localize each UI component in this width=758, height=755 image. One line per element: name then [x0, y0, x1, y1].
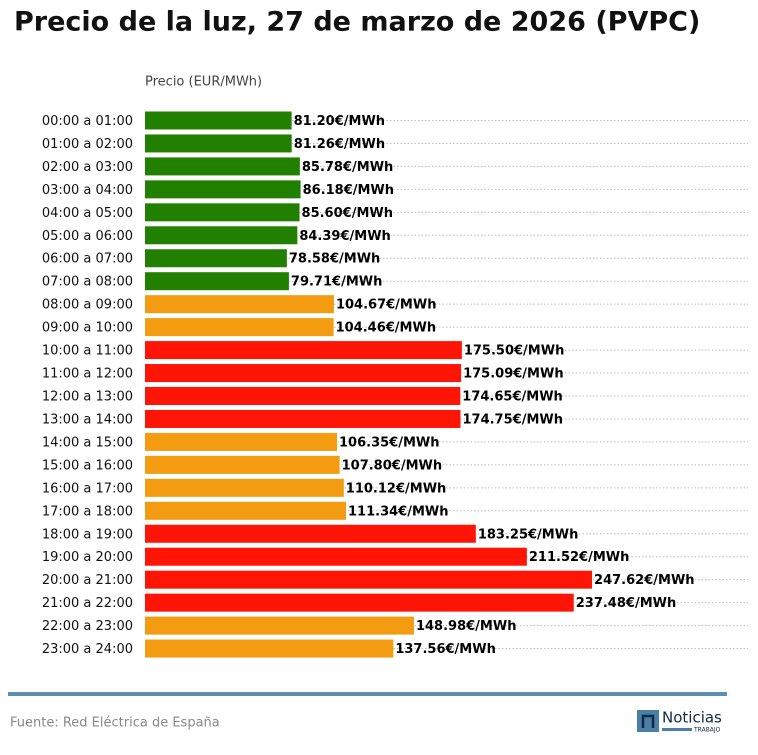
bar — [145, 226, 298, 245]
y-tick-label: 09:00 a 10:00 — [42, 321, 133, 336]
y-tick-label: 15:00 a 16:00 — [42, 458, 133, 473]
bar — [145, 249, 287, 268]
y-tick-label: 20:00 a 21:00 — [42, 573, 133, 588]
bar — [145, 387, 461, 405]
bar — [145, 180, 301, 199]
y-tick-label: 01:00 a 02:00 — [42, 137, 133, 152]
y-tick-label: 13:00 a 14:00 — [42, 412, 133, 427]
y-tick-label: 00:00 a 01:00 — [42, 114, 133, 129]
y-tick-label: 06:00 a 07:00 — [42, 252, 133, 267]
chart-title: Precio de la luz, 27 de marzo de 2026 (P… — [14, 7, 700, 38]
bar — [145, 616, 414, 635]
value-label: 148.98€/MWh — [416, 619, 517, 634]
value-label: 247.62€/MWh — [594, 573, 695, 588]
y-tick-label: 08:00 a 09:00 — [42, 298, 133, 313]
value-label: 85.60€/MWh — [302, 206, 393, 221]
bar — [145, 524, 476, 543]
value-label: 237.48€/MWh — [576, 596, 677, 611]
value-label: 86.18€/MWh — [303, 183, 394, 198]
value-label: 107.80€/MWh — [342, 458, 443, 473]
logo-subtext: TRABAJO — [693, 727, 721, 734]
y-tick-label: 14:00 a 15:00 — [42, 435, 133, 450]
y-tick-label: 22:00 a 23:00 — [42, 619, 133, 634]
value-label: 111.34€/MWh — [348, 504, 449, 519]
y-tick-label: 18:00 a 19:00 — [42, 527, 133, 542]
bar — [145, 134, 292, 153]
value-label: 175.50€/MWh — [464, 344, 565, 359]
bar — [145, 570, 593, 589]
y-tick-label: 16:00 a 17:00 — [42, 481, 133, 496]
y-tick-label: 11:00 a 12:00 — [42, 367, 133, 382]
bar — [145, 501, 347, 520]
value-label: 81.20€/MWh — [294, 114, 385, 129]
bar — [145, 341, 462, 360]
logo-glyph — [641, 714, 655, 728]
bar — [145, 639, 394, 658]
bar — [145, 593, 574, 612]
logo-text: Noticias — [662, 709, 722, 727]
bar — [145, 478, 344, 497]
y-tick-label: 02:00 a 03:00 — [42, 160, 133, 175]
bar — [145, 203, 300, 222]
y-tick-label: 23:00 a 24:00 — [42, 642, 133, 657]
value-label: 78.58€/MWh — [289, 252, 380, 267]
logo: Noticias TRABAJO — [637, 709, 722, 734]
logo-icon — [637, 710, 659, 732]
value-label: 183.25€/MWh — [478, 527, 579, 542]
bar — [145, 318, 334, 337]
value-label: 211.52€/MWh — [529, 550, 630, 565]
bar — [145, 409, 461, 428]
y-tick-label: 19:00 a 20:00 — [42, 550, 133, 565]
bar — [145, 295, 334, 314]
y-tick-label: 07:00 a 08:00 — [42, 275, 133, 290]
logo-bar — [662, 728, 692, 731]
value-label: 175.09€/MWh — [463, 367, 564, 382]
value-label: 85.78€/MWh — [302, 160, 393, 175]
value-label: 84.39€/MWh — [299, 229, 390, 244]
y-tick-label: 05:00 a 06:00 — [42, 229, 133, 244]
value-label: 137.56€/MWh — [395, 642, 496, 657]
y-tick-label: 03:00 a 04:00 — [42, 183, 133, 198]
y-tick-label: 12:00 a 13:00 — [42, 390, 133, 405]
value-label: 106.35€/MWh — [339, 435, 440, 450]
bar — [145, 272, 289, 291]
bar — [145, 364, 462, 383]
value-label: 81.26€/MWh — [294, 137, 385, 152]
source: Fuente: Red Eléctrica de España — [10, 716, 220, 731]
bar — [145, 432, 338, 451]
bar — [145, 157, 300, 176]
value-label: 79.71€/MWh — [291, 275, 382, 290]
y-tick-label: 17:00 a 18:00 — [42, 504, 133, 519]
y-tick-label: 10:00 a 11:00 — [42, 344, 133, 359]
bar — [145, 455, 340, 474]
value-label: 104.46€/MWh — [336, 321, 437, 336]
value-label: 174.65€/MWh — [462, 390, 563, 405]
y-tick-label: 04:00 a 05:00 — [42, 206, 133, 221]
bar — [145, 547, 527, 566]
value-label: 104.67€/MWh — [336, 298, 437, 313]
value-label: 174.75€/MWh — [462, 412, 563, 427]
axis-label: Precio (EUR/MWh) — [145, 75, 262, 90]
value-label: 110.12€/MWh — [346, 481, 447, 496]
bar — [145, 111, 292, 130]
y-tick-label: 21:00 a 22:00 — [42, 596, 133, 611]
